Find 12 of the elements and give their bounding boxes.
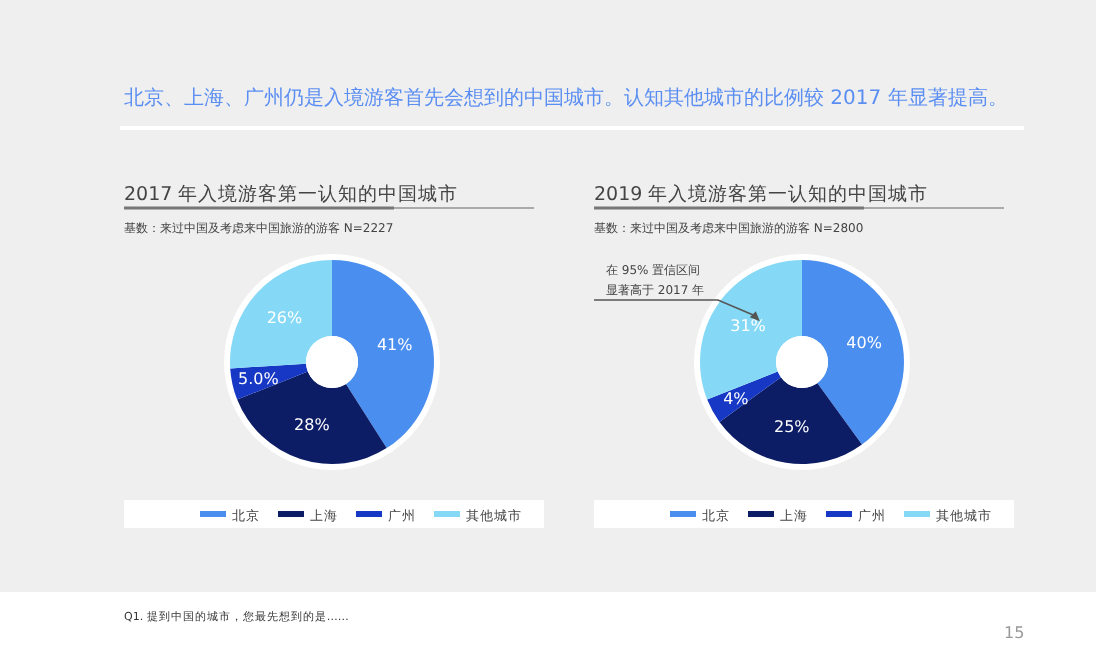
data-label: 28% — [294, 416, 331, 435]
data-label: 5.0% — [238, 370, 280, 389]
chart-title: 2019 年入境游客第一认知的中国城市 — [594, 182, 929, 206]
data-label: 41% — [376, 335, 414, 354]
data-label: 40% — [846, 333, 883, 352]
text: 15 — [1004, 624, 1025, 642]
data-label: 4% — [723, 390, 750, 409]
text: 北京、上海、广州仍是入境游客首先会想到的中国城市。认知其他城市的比例较 2017 年显著提高。 — [124, 86, 1008, 110]
chart-title: 2017 年入境游客第一认知的中国城市 — [124, 182, 459, 206]
data-label: 26% — [266, 309, 303, 328]
data-label: 25% — [774, 418, 811, 437]
data-label: 31% — [730, 317, 767, 336]
